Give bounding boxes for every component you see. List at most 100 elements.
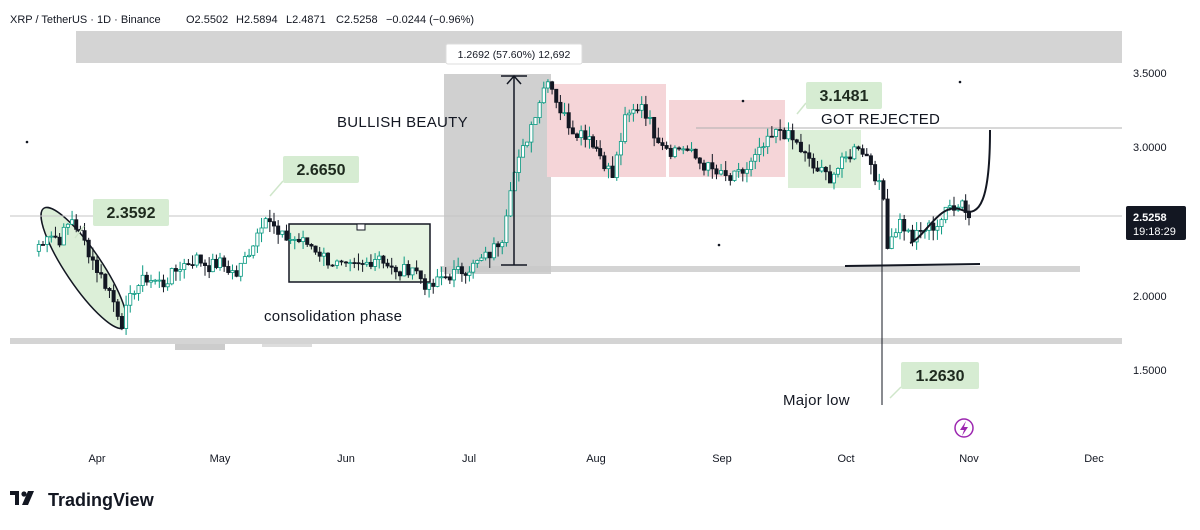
candle-body [723,170,728,176]
candle-body [529,124,534,143]
bullish-gray-zone [444,74,551,274]
candle-body [591,136,596,148]
candle-body [614,154,619,178]
upper-resistance-band [76,31,1122,63]
candle-body [377,255,382,260]
got-rejected-label: GOT REJECTED [821,111,940,128]
candle-body [36,244,41,252]
chart-header: XRP / TetherUS · 1D · Binance O2.5502 H2… [10,14,474,26]
candle-body [389,265,394,268]
candle-body [335,260,340,266]
candle-body [427,282,432,290]
candle-body [475,260,480,264]
candle-body [967,212,972,219]
lower-support-band [10,338,1122,344]
candle-body [301,237,306,243]
candle-body [267,218,272,223]
bullish-beauty-label: BULLISH BEAUTY [337,114,468,131]
candle-body [794,139,799,143]
candle-body [719,170,724,175]
candle-body [456,266,461,270]
candle-body [496,243,501,248]
candle-body [836,168,841,175]
candle-body [305,237,310,245]
candle-body [749,160,754,170]
candle-body [819,166,824,172]
callout-box-3 [806,82,882,109]
x-tick-label: Sep [712,453,732,465]
tradingview-wordmark: TradingView [48,490,155,510]
candle-body [757,146,762,155]
candle-body [893,232,898,238]
candle-body [963,200,968,213]
event-marker[interactable] [954,418,974,438]
candle-body [86,239,91,258]
lower-band-marker-2 [262,344,312,347]
x-tick-label: Aug [586,453,606,465]
candle-body [132,292,137,295]
y-tick-label: 3.0000 [1133,142,1167,154]
candle-body [259,227,264,234]
consolidation-zone-tab [356,223,366,231]
candle-body [276,225,281,235]
overlay-drawings [25,74,991,405]
candle-body [681,148,686,151]
candle-body [761,146,766,149]
callout-2-6650: 2.6650 [283,156,359,183]
candle-body [554,88,559,103]
candle-body [161,279,166,288]
candle-body [272,221,277,227]
candle-body [798,141,803,153]
ohlc-change: −0.0244 (−0.96%) [386,14,474,26]
stray-dot-3 [717,243,721,247]
candle-body [483,251,488,259]
candle-body [848,156,853,160]
candle-body [664,145,669,149]
candle-body [541,87,546,104]
tradingview-logo[interactable]: TradingView [10,490,155,510]
candle-body [898,218,903,234]
callout-text-4: 1.2630 [916,368,965,385]
candle-body [402,264,407,277]
candle-body [182,263,187,271]
projection-baseline [844,263,981,267]
symbol-title[interactable]: XRP / TetherUS · 1D · Binance [10,14,161,26]
candle-body [247,254,252,257]
candle-body [165,283,170,288]
candle-body [587,136,592,140]
candle-body [598,148,603,157]
candle-body [435,276,440,287]
candle-body [190,264,195,267]
candle-body [173,268,178,272]
candle-body [487,251,492,259]
ohlc-high: H2.5894 [236,14,278,26]
candle-body [652,117,657,139]
candle-body [606,165,611,170]
candle-body [418,270,423,280]
candle-body [230,270,235,273]
candle-body [459,266,464,275]
candle-body [217,257,222,268]
x-tick-label: Jul [462,453,476,465]
candle-body [115,301,120,317]
candle-body [296,238,301,243]
candle-body [728,175,733,181]
candle-body [74,219,79,230]
candle-body [368,261,373,267]
candle-body [618,141,623,156]
y-axis[interactable]: 3.5000 3.0000 2.0000 1.5000 2.5258 19:18… [1126,68,1186,377]
candle-body [935,226,940,231]
candle-body [140,274,145,287]
candle-body [491,243,496,259]
candle-body [623,114,628,142]
candle-body [406,264,411,276]
candle-body [504,215,509,243]
price-label: 2.5258 19:18:29 [1126,206,1186,240]
candle-body [431,282,436,287]
measure-label: 1.2692 (57.60%) 12,692 [445,43,583,65]
candle-body [463,273,468,276]
candle-body [124,304,129,329]
x-axis[interactable]: Apr May Jun Jul Aug Sep Oct Nov Dec [88,453,1104,465]
candle-body [284,230,289,241]
candle-body [566,112,571,129]
